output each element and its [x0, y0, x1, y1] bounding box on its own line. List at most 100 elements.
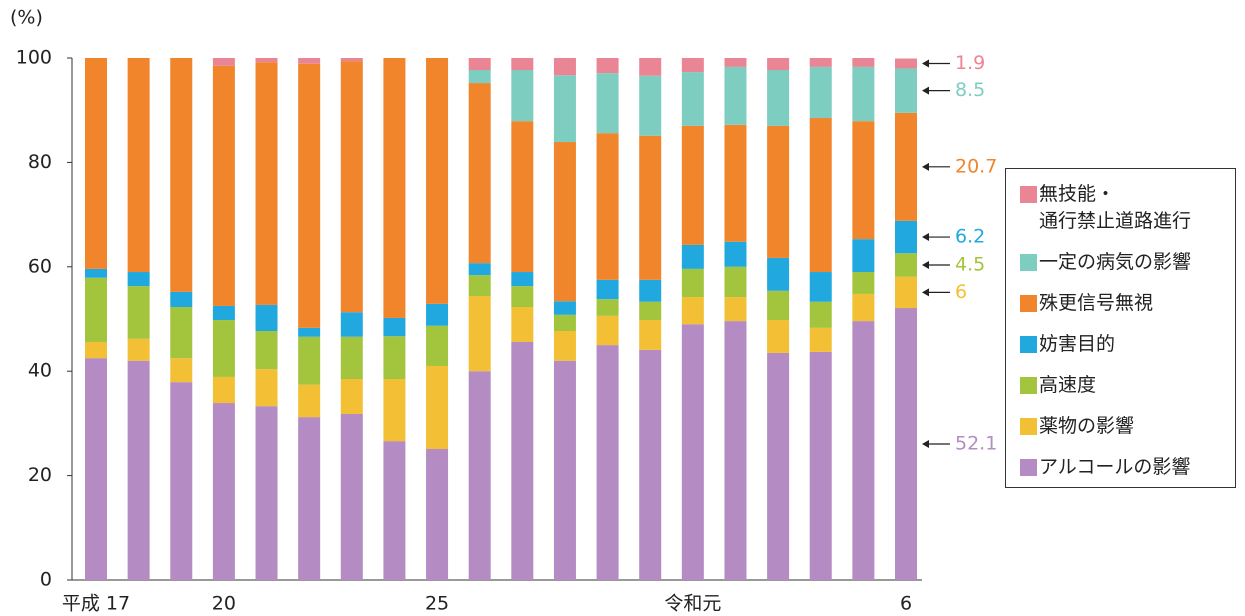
- bar-segment: [553, 331, 576, 361]
- bar-segment: [170, 306, 193, 359]
- bar-segment: [340, 61, 363, 313]
- bar-segment: [127, 360, 150, 580]
- bar-segment: [511, 121, 534, 273]
- bar-segment: [724, 297, 747, 322]
- bar-segment: [809, 118, 832, 273]
- data-label: 6: [955, 281, 967, 303]
- bar-segment: [511, 272, 534, 287]
- bar-segment: [895, 253, 917, 277]
- arrow-head: [922, 59, 929, 68]
- legend-label: 無技能・ 通行禁止道路進行: [1039, 183, 1192, 232]
- bar-segment: [767, 320, 790, 353]
- bar-segment: [212, 376, 235, 404]
- bar-segment: [767, 257, 790, 291]
- arrow-head: [922, 288, 929, 297]
- bar-segment: [298, 63, 321, 328]
- bar-segment: [724, 124, 747, 242]
- bar-segment: [681, 297, 704, 325]
- bar-segment: [255, 331, 278, 370]
- legend-label: アルコールの影響: [1039, 456, 1191, 478]
- x-tick-label: 令和元: [664, 593, 721, 615]
- bar-segment: [639, 349, 662, 580]
- bar-segment: [383, 317, 406, 337]
- bar-segment: [255, 369, 278, 407]
- bar-segment: [553, 314, 576, 332]
- legend-item: 高速度: [1020, 372, 1229, 399]
- bar-segment: [553, 301, 576, 315]
- bar-segment: [724, 321, 747, 580]
- bar-segment: [383, 336, 406, 380]
- bar-segment: [127, 338, 150, 361]
- legend-label: 高速度: [1039, 374, 1097, 396]
- bar-segment: [340, 58, 363, 62]
- bar-segment: [809, 351, 832, 580]
- bar-segment: [298, 384, 321, 418]
- y-tick-label: 0: [40, 569, 52, 591]
- bar-segment: [639, 279, 662, 302]
- legend-item: 薬物の影響: [1020, 413, 1229, 440]
- bar-segment: [767, 58, 790, 71]
- data-label: 6.2: [955, 226, 985, 248]
- bar-segment: [596, 73, 619, 134]
- bar-segment: [511, 341, 534, 580]
- legend-swatch: [1020, 336, 1037, 353]
- y-tick-label: 60: [28, 255, 52, 277]
- arrow-head: [922, 162, 929, 171]
- bar-segment: [383, 379, 406, 442]
- bar-segment: [724, 266, 747, 298]
- bar-segment: [596, 133, 619, 280]
- legend-label: 妨害目的: [1039, 333, 1116, 355]
- bar-segment: [767, 352, 790, 580]
- bar-segment: [426, 325, 449, 366]
- bar-segment: [85, 341, 107, 359]
- bar-segment: [511, 306, 534, 342]
- bar-segment: [511, 286, 534, 307]
- data-label: 52.1: [955, 433, 997, 455]
- bar-segment: [383, 441, 406, 580]
- bar-segment: [170, 58, 193, 292]
- bar-segment: [170, 382, 193, 580]
- y-axis-label: (%): [10, 7, 43, 29]
- bar-segment: [809, 327, 832, 352]
- legend-item: 妨害目的: [1020, 331, 1229, 358]
- x-tick-label: 25: [425, 593, 449, 615]
- bar-segment: [852, 321, 875, 580]
- bar-segment: [511, 58, 534, 71]
- y-tick-label: 100: [16, 47, 52, 69]
- bar-segment: [681, 58, 704, 73]
- legend-swatch: [1020, 418, 1037, 435]
- bar-segment: [681, 324, 704, 580]
- bar-segment: [895, 112, 917, 221]
- bar-segment: [895, 308, 917, 580]
- bar-segment: [127, 58, 150, 273]
- legend-swatch: [1020, 377, 1037, 394]
- bar-segment: [639, 135, 662, 280]
- bar-segment: [85, 277, 107, 342]
- bar-segment: [212, 305, 235, 321]
- legend-item: 殊更信号無視: [1020, 290, 1229, 317]
- bar-segment: [895, 220, 917, 254]
- arrow-head: [922, 440, 929, 449]
- bar-segment: [639, 58, 662, 76]
- x-tick-label: 平成 17: [62, 593, 130, 615]
- bar-segment: [298, 327, 321, 337]
- bar-segment: [511, 70, 534, 122]
- bar-segment: [85, 58, 107, 269]
- bar-segment: [426, 365, 449, 449]
- legend-swatch: [1020, 295, 1037, 312]
- bar-segment: [212, 320, 235, 377]
- bar-segment: [553, 75, 576, 143]
- bar-segment: [639, 301, 662, 321]
- bar-segment: [767, 125, 790, 258]
- legend-label: 殊更信号無視: [1039, 292, 1154, 314]
- bar-segment: [298, 58, 321, 64]
- data-label: 20.7: [955, 155, 997, 177]
- bar-segment: [255, 304, 278, 332]
- bar-segment: [127, 286, 150, 339]
- data-label: 4.5: [955, 253, 985, 275]
- bar-segment: [681, 72, 704, 126]
- bar-segment: [212, 403, 235, 580]
- bar-segment: [852, 239, 875, 273]
- bar-segment: [298, 417, 321, 580]
